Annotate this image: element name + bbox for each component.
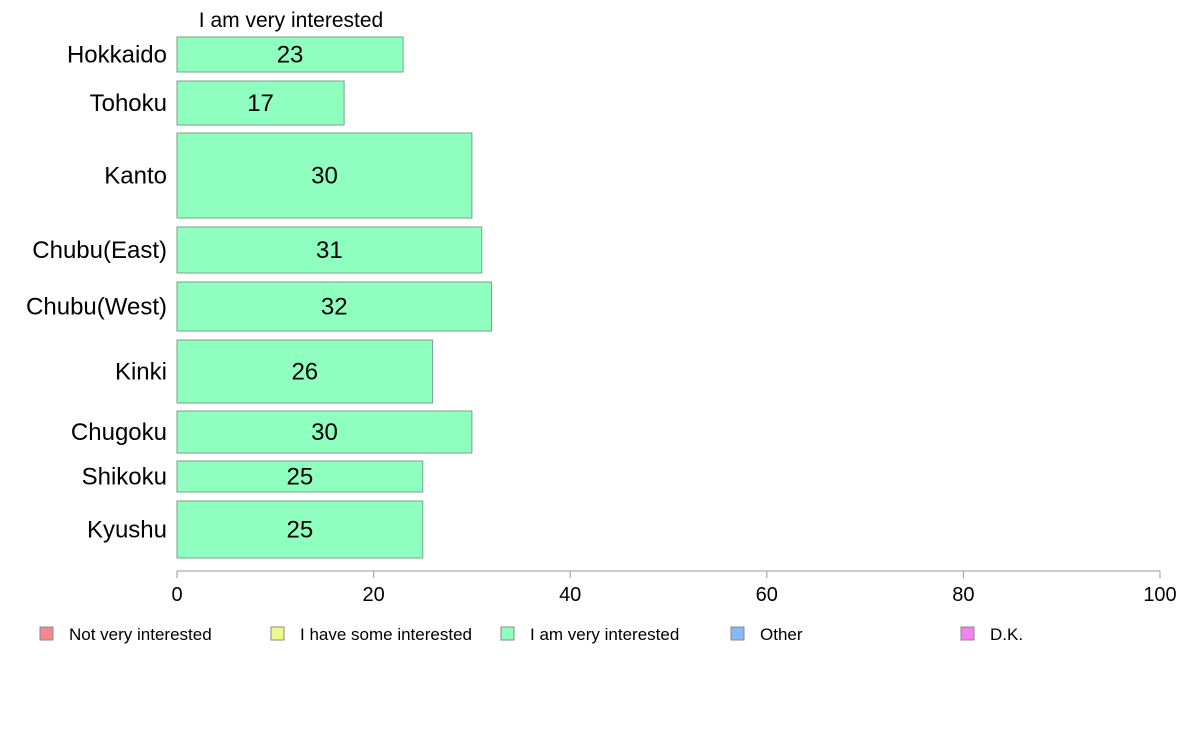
legend: Not very interested I have some intereste… [39,625,1023,644]
category-label: Chubu(East) [32,237,167,264]
bar-hokkaido [176,36,404,73]
legend-swatch [270,626,285,641]
chart-title: I am very interested [199,9,383,32]
legend-swatch [730,626,745,641]
bar-chubu-east [176,226,483,274]
bar-value-label: 25 [287,464,314,491]
bar-value-label: 31 [316,237,343,264]
category-label: Chubu(West) [26,294,167,321]
legend-label: I have some interested [300,625,472,644]
bar-value-label: 25 [287,517,314,544]
x-tick-label: 60 [756,584,778,606]
bars-layer: Hokkaido 23 Tohoku 17 Kanto 30 Chubu(East) 31 Ch… [26,36,493,559]
bar-value-label: 30 [311,419,338,446]
bar-value-label: 26 [291,359,318,386]
bar-kanto [176,132,473,219]
legend-label: Not very interested [69,625,212,644]
x-tick-label: 20 [362,584,384,606]
legend-label: Other [760,625,803,644]
legend-swatch [500,626,515,641]
bar-value-label: 30 [311,163,338,190]
category-label: Chugoku [71,419,167,446]
legend-swatch [960,626,975,641]
x-tick-label: 80 [952,584,974,606]
x-tick-label: 0 [171,584,182,606]
bar-tohoku [176,80,345,126]
x-tick-label: 40 [559,584,581,606]
category-label: Shikoku [82,464,167,491]
category-label: Kanto [104,163,167,190]
x-axis: 0 20 40 60 80 100 [171,570,1177,606]
legend-label: D.K. [990,625,1023,644]
legend-label: I am very interested [530,625,679,644]
bar-chugoku [176,410,473,454]
category-label: Kinki [115,359,167,386]
bar-value-label: 23 [277,42,304,69]
x-tick-label: 100 [1143,584,1176,606]
category-label: Hokkaido [67,42,167,69]
category-label: Kyushu [87,517,167,544]
bar-chubu-west [176,281,493,332]
legend-swatch [39,626,54,641]
bar-kinki [176,339,434,404]
bar-kyushu [176,500,424,559]
bar-value-label: 32 [321,294,348,321]
bar-value-label: 17 [247,90,274,117]
bar-shikoku [176,460,424,493]
category-label: Tohoku [90,90,167,117]
